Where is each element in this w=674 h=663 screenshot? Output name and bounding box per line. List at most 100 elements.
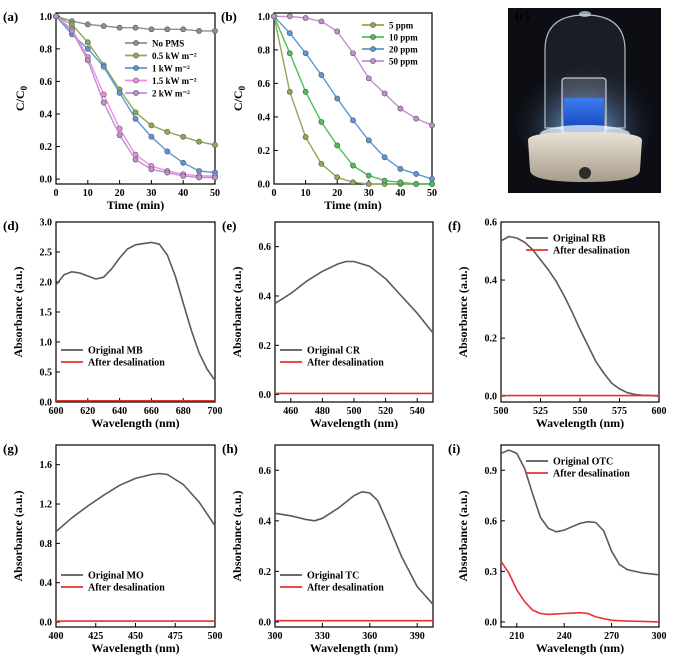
- legend-entry: After desalination: [88, 358, 165, 369]
- x-tick-label: 475: [168, 631, 183, 642]
- panel-label: (d): [3, 218, 19, 233]
- legend-entry: After desalination: [307, 583, 384, 594]
- series-line: [500, 560, 660, 623]
- x-axis-label: Wavelength (nm): [310, 641, 398, 655]
- plot-frame: [274, 221, 434, 403]
- dome-knob: [579, 11, 591, 17]
- y-tick-label: 2.0: [40, 278, 53, 289]
- data-point: [397, 179, 404, 186]
- data-point: [318, 18, 325, 25]
- x-tick-label: 50: [427, 188, 437, 199]
- data-point: [318, 119, 325, 125]
- data-point: [286, 50, 293, 57]
- plot-frame: [55, 221, 216, 403]
- data-point: [100, 63, 107, 70]
- chart-e: 460 480 500 520 540 0.0 0.2 0.4 0.6 Wavelength (n…: [222, 218, 434, 430]
- x-tick-label: 620: [80, 406, 95, 417]
- x-tick-label: 0: [272, 188, 277, 199]
- data-point: [180, 172, 187, 179]
- panel-label-c: (c): [515, 8, 529, 23]
- data-point: [116, 24, 123, 31]
- data-point: [350, 179, 356, 186]
- x-tick-label: 575: [612, 406, 627, 417]
- data-point: [302, 88, 309, 95]
- x-axis-label: Wavelength (nm): [91, 416, 179, 430]
- y-tick-label: 0.4: [259, 291, 272, 302]
- y-tick-label: 0.0: [40, 618, 53, 629]
- data-point: [334, 142, 341, 149]
- x-tick-label: 600: [652, 406, 667, 417]
- data-point: [212, 174, 218, 181]
- y-tick-label: 0.4: [40, 109, 53, 120]
- data-point: [164, 128, 171, 135]
- legend-entry: Original OTC: [553, 457, 613, 468]
- series-line: [500, 235, 660, 397]
- y-tick-label: 0.8: [40, 44, 53, 55]
- x-tick-label: 240: [557, 631, 572, 642]
- legend-entry: 5 ppm: [389, 21, 414, 31]
- data-point: [212, 28, 218, 34]
- legend-entry: 2 kW m⁻²: [152, 89, 190, 99]
- x-tick-label: 520: [378, 406, 393, 417]
- data-point: [302, 50, 309, 57]
- y-tick-label: 0.0: [258, 180, 271, 191]
- x-tick-label: 50: [210, 188, 220, 199]
- data-point: [334, 28, 341, 35]
- y-tick-label: 0.5: [40, 368, 53, 379]
- y-tick-label: 0.4: [40, 578, 53, 589]
- legend-entry: After desalination: [553, 469, 630, 480]
- y-axis-label: C/C0: [13, 85, 29, 111]
- data-point: [429, 176, 435, 182]
- y-axis-label: Absorbance (a.u.): [456, 266, 470, 357]
- data-point: [69, 28, 75, 34]
- legend-entry: After desalination: [307, 358, 384, 369]
- x-axis-label: Wavelength (nm): [91, 641, 179, 655]
- data-point: [148, 133, 155, 140]
- legend-entry: After desalination: [553, 246, 630, 257]
- legend-entry: Original MO: [88, 571, 144, 582]
- data-point: [381, 90, 388, 97]
- data-point: [334, 95, 341, 102]
- data-point: [180, 159, 187, 166]
- x-tick-label: 660: [144, 406, 159, 417]
- x-tick-label: 525: [533, 406, 548, 417]
- y-tick-label: 0.8: [258, 45, 271, 56]
- data-point: [164, 169, 171, 176]
- data-point: [116, 89, 123, 96]
- panel-label: (a): [3, 9, 18, 24]
- panel-label: (e): [222, 218, 236, 233]
- y-tick-label: 0.0: [259, 617, 272, 628]
- x-tick-label: 330: [315, 631, 330, 642]
- plot-frame: [274, 444, 434, 628]
- legend-entry: 50 ppm: [389, 57, 418, 67]
- y-tick-label: 0.4: [485, 276, 498, 287]
- y-tick-label: 0.6: [259, 466, 272, 477]
- data-point: [212, 142, 218, 148]
- legend-marker: [133, 52, 139, 59]
- legend-entry: 20 ppm: [389, 45, 418, 55]
- data-point: [318, 72, 325, 78]
- y-axis-label: Absorbance (a.u.): [230, 490, 244, 581]
- legend-entry: 1 kW m⁻²: [152, 64, 190, 74]
- chart-g: 400 425 450 475 500 0.0 0.4 0.8 1.2 1.6 Wavelength…: [3, 441, 223, 655]
- y-tick-label: 0.0: [485, 392, 498, 403]
- plot-frame: [55, 444, 216, 628]
- x-tick-label: 30: [146, 188, 156, 199]
- x-tick-label: 300: [268, 631, 283, 642]
- x-tick-label: 270: [604, 631, 619, 642]
- data-point: [413, 115, 420, 122]
- x-tick-label: 500: [347, 406, 362, 417]
- data-point: [286, 13, 293, 20]
- data-point: [132, 24, 139, 31]
- data-point: [84, 39, 91, 46]
- legend-marker: [133, 40, 139, 46]
- data-point: [84, 21, 91, 28]
- data-point: [365, 75, 372, 82]
- x-tick-label: 400: [49, 631, 64, 642]
- y-tick-label: 0.6: [40, 77, 53, 88]
- data-point: [148, 26, 155, 33]
- x-axis-label: Wavelength (nm): [536, 641, 624, 655]
- data-point: [350, 50, 356, 57]
- x-axis-label: Time (min): [324, 198, 381, 212]
- data-point: [132, 115, 139, 122]
